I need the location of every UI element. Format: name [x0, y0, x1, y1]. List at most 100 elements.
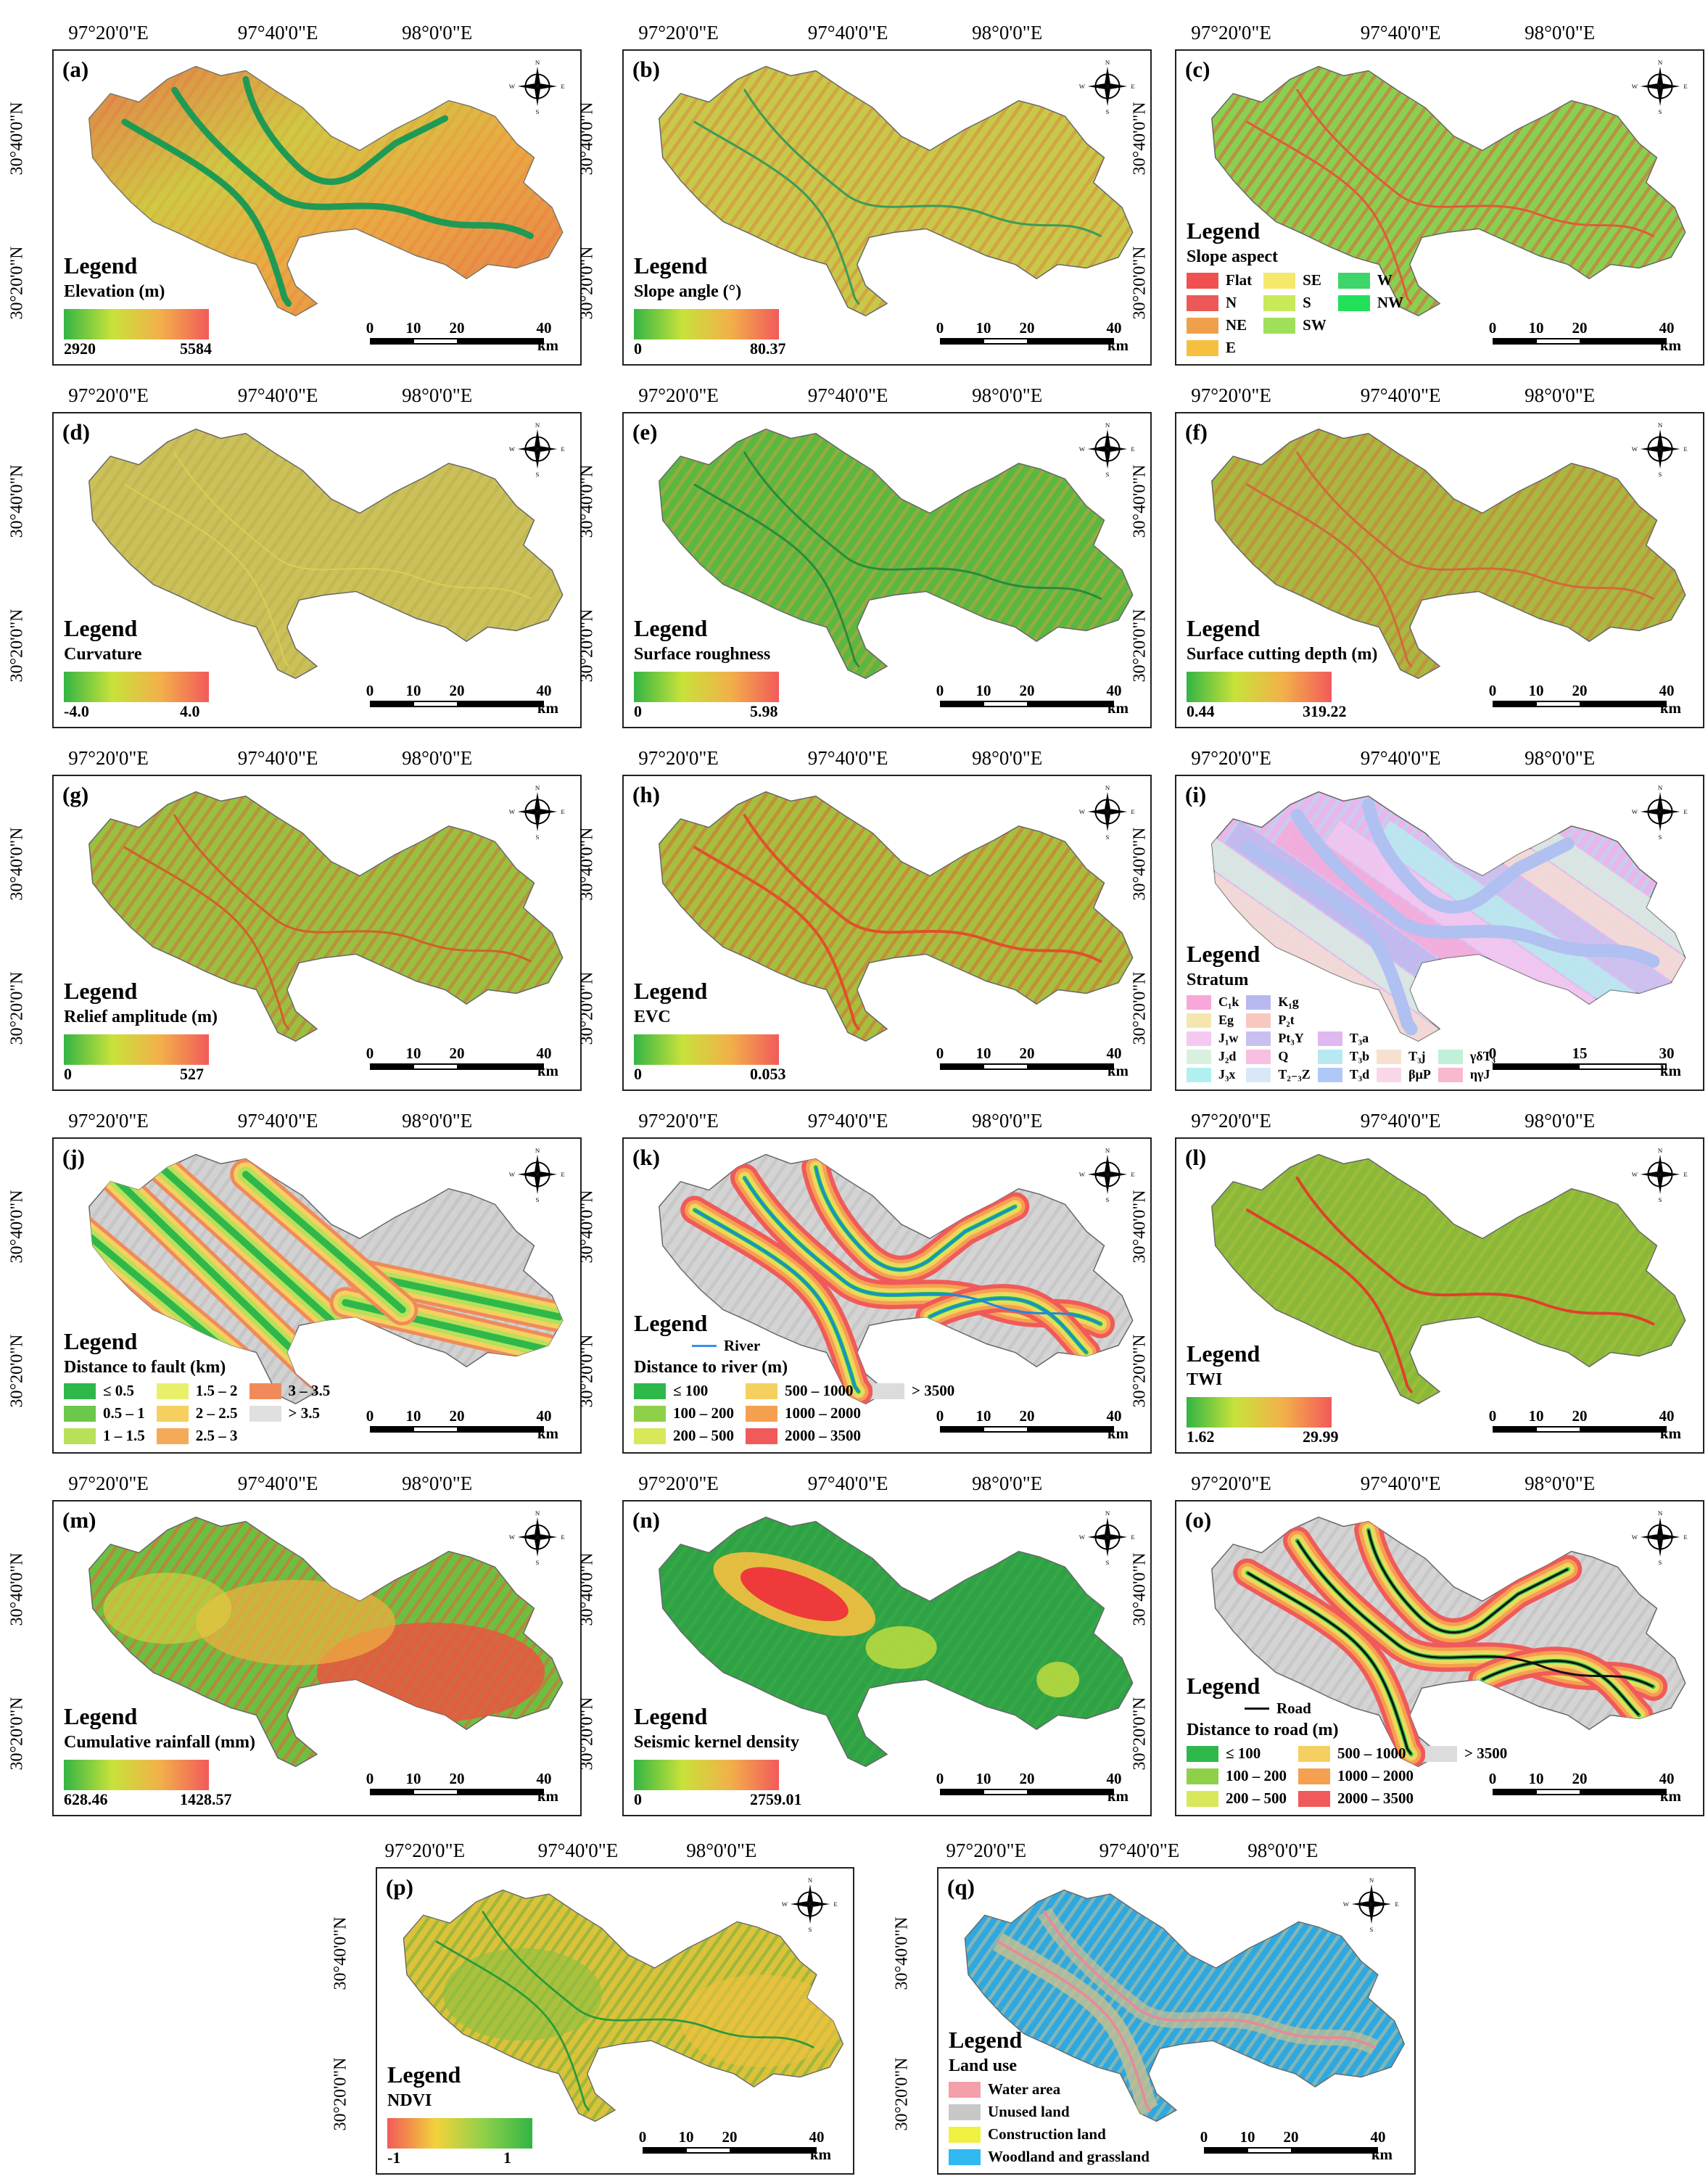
color-ramp — [387, 2118, 532, 2149]
river-network — [1241, 798, 1660, 1036]
map-raster — [88, 428, 564, 680]
north-arrow-icon: N S E W — [1632, 1509, 1688, 1565]
svg-text:W: W — [509, 445, 516, 453]
legend-item: Pt₃Y — [1246, 1031, 1310, 1046]
legend-item: 100 – 200 — [1187, 1767, 1287, 1785]
legend-item: > 3500 — [1425, 1745, 1507, 1763]
legend-item: K₁g — [1246, 994, 1310, 1010]
legend-swatch — [156, 1428, 189, 1444]
map-raster — [88, 65, 564, 317]
color-ramp — [634, 1034, 779, 1065]
longitude-label: 97°40'0"E — [1360, 747, 1441, 769]
scale-bar: 0 10 20 40 km — [936, 1045, 1129, 1079]
legend-swatch — [1437, 1067, 1463, 1082]
map-panel: 97°20'0"E 97°40'0"E 98°0'0"E (i) N S E W Le… — [1131, 747, 1704, 1091]
svg-text:N: N — [535, 421, 540, 429]
longitude-label: 98°0'0"E — [1525, 747, 1596, 769]
legend-heading: Legend — [64, 1703, 138, 1729]
svg-text:S: S — [1106, 1559, 1110, 1565]
latitude-label: 30°20'0"N — [7, 246, 27, 320]
longitude-label: 97°40'0"E — [237, 747, 318, 769]
panel-letter: (d) — [62, 419, 90, 445]
latitude-label: 30°40'0"N — [1130, 102, 1150, 176]
longitude-label: 97°20'0"E — [638, 22, 719, 44]
river-network — [997, 1910, 1377, 2112]
river-network — [693, 814, 1102, 1031]
legend-swatch — [1246, 1013, 1271, 1028]
legend-item: 1000 – 2000 — [746, 1404, 861, 1422]
north-arrow-icon: N S E W — [1343, 1877, 1399, 1932]
svg-text:W: W — [1632, 83, 1638, 90]
longitude-label: 97°20'0"E — [1191, 1472, 1271, 1494]
latitude-label: 30°20'0"N — [7, 1697, 27, 1771]
svg-text:E: E — [1683, 808, 1687, 815]
legend: Legend Elevation (m) 2920 5584 — [64, 252, 223, 358]
panel-letter: (o) — [1185, 1507, 1212, 1533]
ramp-min: 628.46 — [64, 1790, 108, 1808]
svg-text:N: N — [1658, 784, 1663, 791]
ramp-max: 0.053 — [750, 1065, 786, 1083]
map-panel: 97°20'0"E 97°40'0"E 98°0'0"E (m) N S E W Le… — [8, 1472, 582, 1816]
river-network — [693, 88, 1102, 305]
color-ramp — [634, 309, 779, 339]
legend-swatch — [1187, 1049, 1211, 1064]
legend-swatch — [1263, 317, 1296, 334]
study-area — [659, 791, 1134, 1042]
svg-text:E: E — [561, 445, 564, 453]
latitude-label: 30°40'0"N — [7, 464, 27, 538]
color-ramp — [64, 309, 209, 339]
legend-item: 2.5 – 3 — [156, 1427, 238, 1445]
panel-letter: (b) — [632, 57, 660, 82]
map-frame: (k) N S E W Legend River Distance to river … — [622, 1137, 1152, 1454]
legend-item: C₁k — [1187, 994, 1239, 1010]
legend-swatch — [1246, 994, 1271, 1010]
longitude-label: 98°0'0"E — [972, 22, 1043, 44]
panel-letter: (e) — [632, 419, 658, 445]
legend-item: P₂t — [1246, 1013, 1310, 1028]
legend-item: Q — [1246, 1049, 1310, 1064]
svg-text:N: N — [535, 59, 540, 66]
longitude-label: 97°20'0"E — [946, 1840, 1027, 1861]
legend-title: Stratum — [1187, 971, 1249, 989]
line-swatch — [692, 1345, 717, 1347]
svg-text:E: E — [561, 83, 564, 90]
svg-text:E: E — [1131, 1171, 1134, 1178]
legend-item: Unused land — [949, 2103, 1150, 2121]
legend-item: > 3500 — [872, 1382, 954, 1400]
svg-text:W: W — [1632, 1533, 1638, 1541]
legend-swatch — [1187, 1031, 1211, 1046]
legend-swatch — [64, 1383, 96, 1399]
longitude-label: 98°0'0"E — [1525, 384, 1596, 406]
longitude-label: 97°40'0"E — [1360, 384, 1441, 406]
legend-item: J₂d — [1187, 1049, 1239, 1064]
latitude-label: 30°40'0"N — [1130, 1552, 1150, 1626]
legend: Legend Curvature -4.0 4.0 — [64, 615, 223, 721]
ramp-min: -1 — [387, 2149, 401, 2167]
legend-heading: Legend — [64, 252, 138, 279]
map-panel: 97°20'0"E 97°40'0"E 98°0'0"E (a) N S E W Le… — [8, 22, 582, 366]
svg-text:N: N — [1658, 421, 1663, 429]
ramp-max: 5.98 — [750, 702, 778, 720]
map-raster — [964, 1889, 1406, 2122]
line-legend-item: River — [692, 1337, 954, 1355]
map-raster — [1211, 791, 1686, 1042]
legend-swatch — [1317, 1031, 1342, 1046]
legend-swatch — [949, 2104, 981, 2120]
panel-letter: (c) — [1185, 57, 1210, 82]
scale-bar: 0 15 30 km — [1488, 1045, 1681, 1079]
panel-letter: (m) — [62, 1507, 96, 1533]
legend-swatch — [64, 1405, 96, 1422]
svg-text:S: S — [536, 108, 540, 115]
map-frame: (b) N S E W Legend Slope angle (°) 0 80.37 0 1… — [622, 49, 1152, 366]
river-network — [121, 75, 534, 307]
river-network — [1245, 1177, 1655, 1393]
legend-item: T₃a — [1317, 1031, 1369, 1046]
svg-text:S: S — [1370, 1926, 1374, 1932]
legend-heading: Legend — [1187, 218, 1261, 244]
legend: Legend Land use Water area Unused land Const… — [949, 2027, 1150, 2166]
latitude-label: 30°40'0"N — [1130, 827, 1150, 901]
scale-bar: 0 10 20 40 km — [1488, 1407, 1681, 1442]
map-panel: 97°20'0"E 97°40'0"E 98°0'0"E (e) N S E W Le… — [578, 384, 1152, 728]
legend-swatch — [1187, 1768, 1218, 1784]
longitude-label: 97°20'0"E — [384, 1840, 466, 1861]
